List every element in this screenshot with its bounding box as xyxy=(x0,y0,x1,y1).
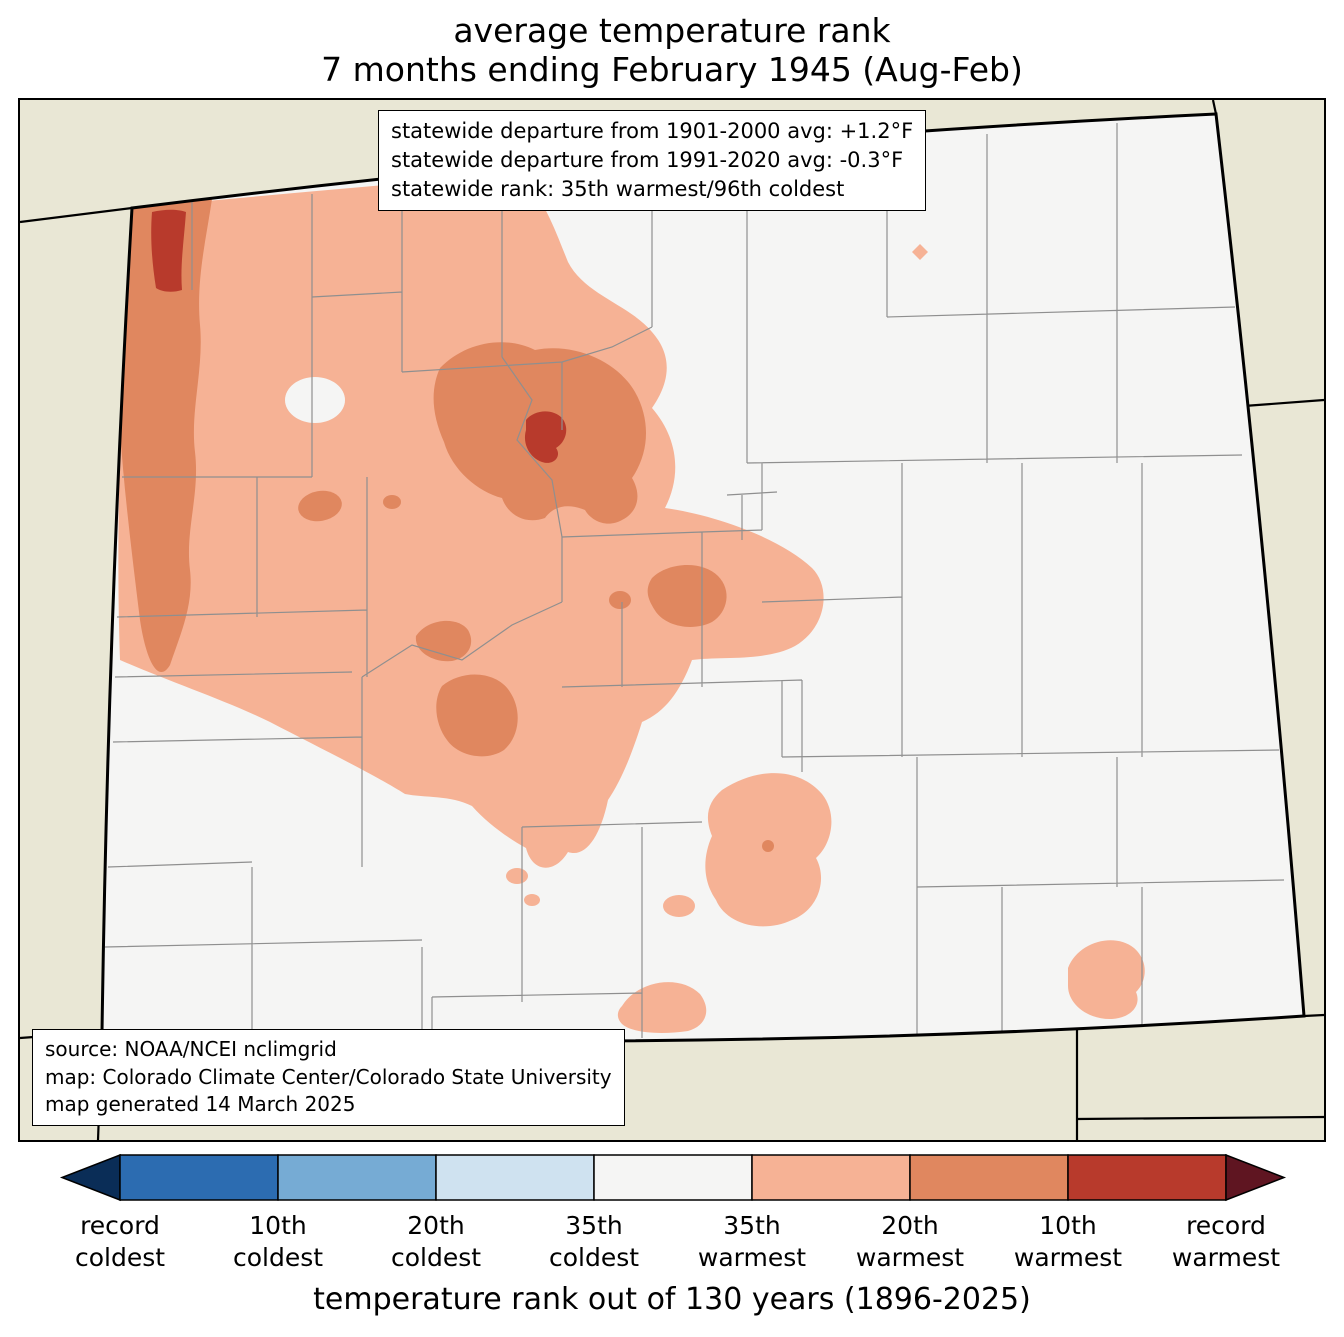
map-canvas xyxy=(20,99,1324,1140)
colorbar-label-20th-coldest: 20th coldest xyxy=(390,1210,482,1273)
warm20-dot-south xyxy=(762,839,774,852)
warm10-nw-spot xyxy=(151,209,186,292)
colorbar-label-35th-warmest: 35th warmest xyxy=(697,1210,807,1273)
colorbar-label-10th-warmest: 10th warmest xyxy=(1013,1210,1123,1273)
county-boundaries xyxy=(104,122,1285,1038)
colorbar-segment-35th-coldest xyxy=(435,1154,595,1201)
warm20-central-south-blob-2 xyxy=(436,674,518,757)
map-frame: statewide departure from 1901-2000 avg: … xyxy=(18,97,1326,1142)
warm35-small-patch-2 xyxy=(506,867,528,884)
page-title-line2: 7 months ending February 1945 (Aug-Feb) xyxy=(321,49,1023,89)
source-box: source: NOAA/NCEI nclimgrid map: Colorad… xyxy=(32,1029,625,1126)
warm35-small-patch-1 xyxy=(663,894,695,917)
warm35-tiny-diamond xyxy=(912,243,928,260)
page-title-line1: average temperature rank xyxy=(453,11,891,50)
colorbar-segment-10th-warmest xyxy=(1067,1154,1227,1201)
colorbar-legend: record coldest 10th coldest 20th coldest… xyxy=(0,1153,1344,1317)
colorbar-segment-median xyxy=(593,1154,753,1201)
stats-box: statewide departure from 1901-2000 avg: … xyxy=(378,109,927,211)
colorbar-label-record-warmest: record warmest xyxy=(1171,1210,1281,1273)
colorbar-label-10th-coldest: 10th coldest xyxy=(232,1210,324,1273)
warm35-bottom-center-patch xyxy=(617,981,707,1033)
source-line-2: map: Colorado Climate Center/Colorado St… xyxy=(45,1064,612,1089)
source-line-3: map generated 14 March 2025 xyxy=(45,1092,356,1117)
warm35-region-nw xyxy=(118,173,824,868)
stats-line-3: statewide rank: 35th warmest/96th coldes… xyxy=(391,176,845,201)
colorbar-xlabel: temperature rank out of 130 years (1896-… xyxy=(313,1281,1031,1317)
median-hole xyxy=(285,376,345,423)
stats-line-2: statewide departure from 1991-2020 avg: … xyxy=(391,147,904,172)
warm10-north-central-core xyxy=(524,411,567,463)
colorbar xyxy=(59,1153,1287,1201)
page-title: average temperature rank 7 months ending… xyxy=(0,0,1344,90)
warm20-small-blob-2 xyxy=(383,494,401,509)
colorbar-segment-35th-warmest xyxy=(751,1154,911,1201)
colorbar-label-record-coldest: record coldest xyxy=(74,1210,166,1273)
warm35-bottom-right-patch xyxy=(1068,940,1145,1019)
colorbar-label-20th-warmest: 20th warmest xyxy=(855,1210,965,1273)
stats-line-1: statewide departure from 1901-2000 avg: … xyxy=(391,118,914,143)
colorbar-label-35th-coldest: 35th coldest xyxy=(548,1210,640,1273)
colorbar-labels: record coldest 10th coldest 20th coldest… xyxy=(0,1206,1344,1280)
colorbar-segment-20th-warmest xyxy=(909,1154,1069,1201)
colorbar-segment-10th-coldest xyxy=(119,1154,279,1201)
colorbar-arrow-record-coldest xyxy=(59,1153,121,1201)
warm20-small-blob-3 xyxy=(609,590,631,609)
colorbar-segment-20th-coldest xyxy=(277,1154,437,1201)
warm20-west-strip xyxy=(119,198,212,672)
warm20-small-blob-1 xyxy=(298,490,342,522)
warm35-small-patch-3 xyxy=(524,893,540,906)
colorbar-arrow-record-warmest xyxy=(1225,1153,1287,1201)
warm20-central-east-blob xyxy=(647,564,727,627)
source-line-1: source: NOAA/NCEI nclimgrid xyxy=(45,1037,337,1062)
warm20-central-south-blob-1 xyxy=(415,620,472,662)
